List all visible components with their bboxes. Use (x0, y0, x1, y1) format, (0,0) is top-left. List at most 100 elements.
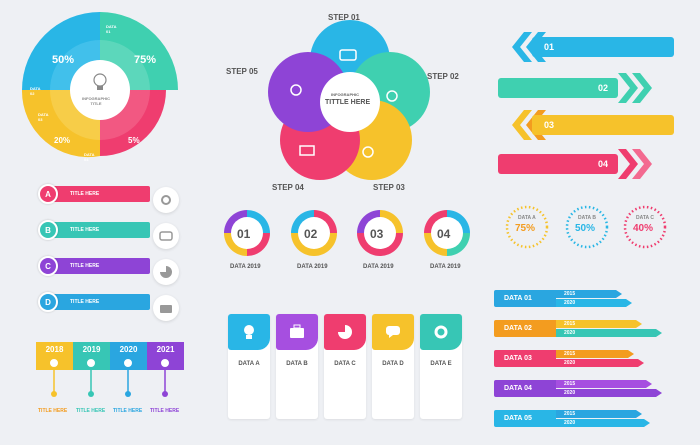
ring-02-num: 02 (304, 227, 318, 241)
ribbon-letter-d: D (38, 292, 58, 312)
flower-petals (268, 20, 430, 180)
chat-icon (386, 326, 400, 338)
gear-icon (386, 90, 398, 102)
card-data-b-label: DATA B (286, 361, 308, 367)
ribbon-letter-b: B (38, 220, 58, 240)
ribbon-c-title: TITLE HERE (70, 263, 100, 269)
ribbon-a-title: TITLE HERE (70, 191, 100, 197)
arrow-num-04: 04 (597, 159, 608, 169)
timeline-bar (36, 356, 184, 370)
arrow-row-02: 02 (498, 78, 618, 98)
ribbon-b: TITLE HERE (42, 222, 150, 238)
ring-donuts (224, 210, 470, 256)
bulb-icon (93, 73, 107, 90)
pct-20: 20% (54, 136, 71, 145)
timeline-year-2020: 2020 (110, 342, 147, 356)
ribbon-b-title: TITLE HERE (70, 227, 100, 233)
chevron-right-icon (618, 149, 652, 179)
pie-icon (153, 259, 179, 285)
arrow-row-04: 04 (498, 154, 618, 174)
ring-03 (357, 210, 403, 256)
bar-list: DATA 01 DATA 02 DATA 03 DATA 04 DATA 05 … (494, 290, 674, 440)
dial-a-name: DATA A (518, 215, 536, 221)
arrow-num-03: 03 (544, 120, 555, 130)
ring-01 (224, 210, 270, 256)
pie-icon (338, 325, 352, 339)
ring-01-num: 01 (237, 227, 251, 241)
ribbon-letter-a: A (38, 184, 58, 204)
bar-label-data-05: DATA 05 (494, 410, 556, 427)
bar-label-data-02: DATA 02 (494, 320, 556, 337)
dial-b-ring (565, 205, 609, 249)
timeline-year-2018: 2018 (36, 342, 73, 356)
dial-c-name: DATA C (636, 215, 654, 221)
label-data-02: DATA 02 (30, 86, 41, 96)
bar-year-01b: 2020 (564, 300, 576, 306)
card-data-e-label: DATA E (430, 361, 452, 367)
card-row: DATA A DATA B DATA C DATA D DATA E (228, 314, 468, 424)
bar-year-01a: 2015 (564, 291, 576, 297)
timeline-title-3: TITLE HERE (113, 408, 143, 414)
step02-label: STEP 02 (427, 72, 459, 81)
dial-rings (505, 205, 667, 249)
ring-04-label: DATA 2019 (430, 264, 461, 270)
timeline-year-2021: 2021 (147, 342, 184, 356)
card-data-b: DATA B (276, 314, 318, 419)
bar-year-02b: 2020 (564, 330, 576, 336)
dial-b-value: 50% (575, 223, 596, 234)
bar-year-04a: 2015 (564, 381, 576, 387)
chat-icon (339, 49, 357, 61)
quarter-infographic: 50% 75% 20% 5% DATA 01 DATA 02 DATA 03 D… (20, 10, 180, 170)
flower-center (320, 72, 380, 132)
ribbon-a: TITLE HERE (42, 186, 150, 202)
arrow-list: 01 02 03 04 (498, 30, 678, 180)
timeline-title-4: TITLE HERE (150, 408, 180, 414)
bar-label-data-04: DATA 04 (494, 380, 556, 397)
card-data-d-label: DATA D (382, 361, 404, 367)
bar-year-03b: 2020 (564, 360, 576, 366)
timeline-year-2019: 2019 (73, 342, 110, 356)
ribbon-list: TITLE HERE TITLE HERE TITLE HERE TITLE H… (36, 182, 150, 332)
step05-label: STEP 05 (226, 67, 258, 76)
dial-row: DATA A 75% DATA B 50% DATA C 40% (505, 205, 685, 265)
briefcase-icon (290, 324, 304, 338)
ring-03-num: 03 (370, 227, 384, 241)
pct-5: 5% (128, 136, 140, 145)
arrow-num-02: 02 (597, 83, 608, 93)
ring-02-label: DATA 2019 (297, 264, 328, 270)
ribbon-letter-c: C (38, 256, 58, 276)
bar-year-05a: 2015 (564, 411, 576, 417)
bulb-icon (362, 146, 374, 158)
ribbon-c: TITLE HERE (42, 258, 150, 274)
bar-label-data-03: DATA 03 (494, 350, 556, 367)
ring-04 (424, 210, 470, 256)
bar-label-data-01: DATA 01 (494, 290, 556, 307)
timeline-title-1: TITLE HERE (38, 408, 68, 414)
label-data-03: DATA 03 (38, 112, 49, 122)
ring-02 (291, 210, 337, 256)
timeline-pins (48, 357, 171, 397)
timeline-title-2: TITLE HERE (76, 408, 106, 414)
label-data-01: DATA 01 (106, 24, 117, 34)
briefcase-icon (153, 295, 179, 321)
card-data-c-label: DATA C (334, 361, 356, 367)
bulb-icon (244, 325, 254, 339)
step03-label: STEP 03 (373, 183, 405, 192)
arrow-row-03: 03 (532, 115, 674, 135)
ring-03-label: DATA 2019 (363, 264, 394, 270)
ring-row: 01 02 03 04 DATA 2019 DATA 2019 DATA 201… (220, 206, 480, 276)
pct-75: 75% (134, 54, 157, 66)
chat-icon (153, 223, 179, 249)
bar-year-03a: 2015 (564, 351, 576, 357)
gear-icon (153, 187, 179, 213)
bar-year-05b: 2020 (564, 420, 576, 426)
dial-c-ring (623, 205, 667, 249)
quarter-wheel (21, 12, 178, 158)
flower-title-1: INFOGRAPHIC (331, 92, 359, 97)
ring-01-label: DATA 2019 (230, 264, 261, 270)
card-data-a: DATA A (228, 314, 270, 419)
arrow-num-01: 01 (544, 42, 555, 52)
timeline: 2018 2019 2020 2021 TITLE HERE TITLE HER… (36, 342, 186, 432)
pie-icon (290, 84, 302, 96)
ring-04-num: 04 (437, 227, 451, 241)
